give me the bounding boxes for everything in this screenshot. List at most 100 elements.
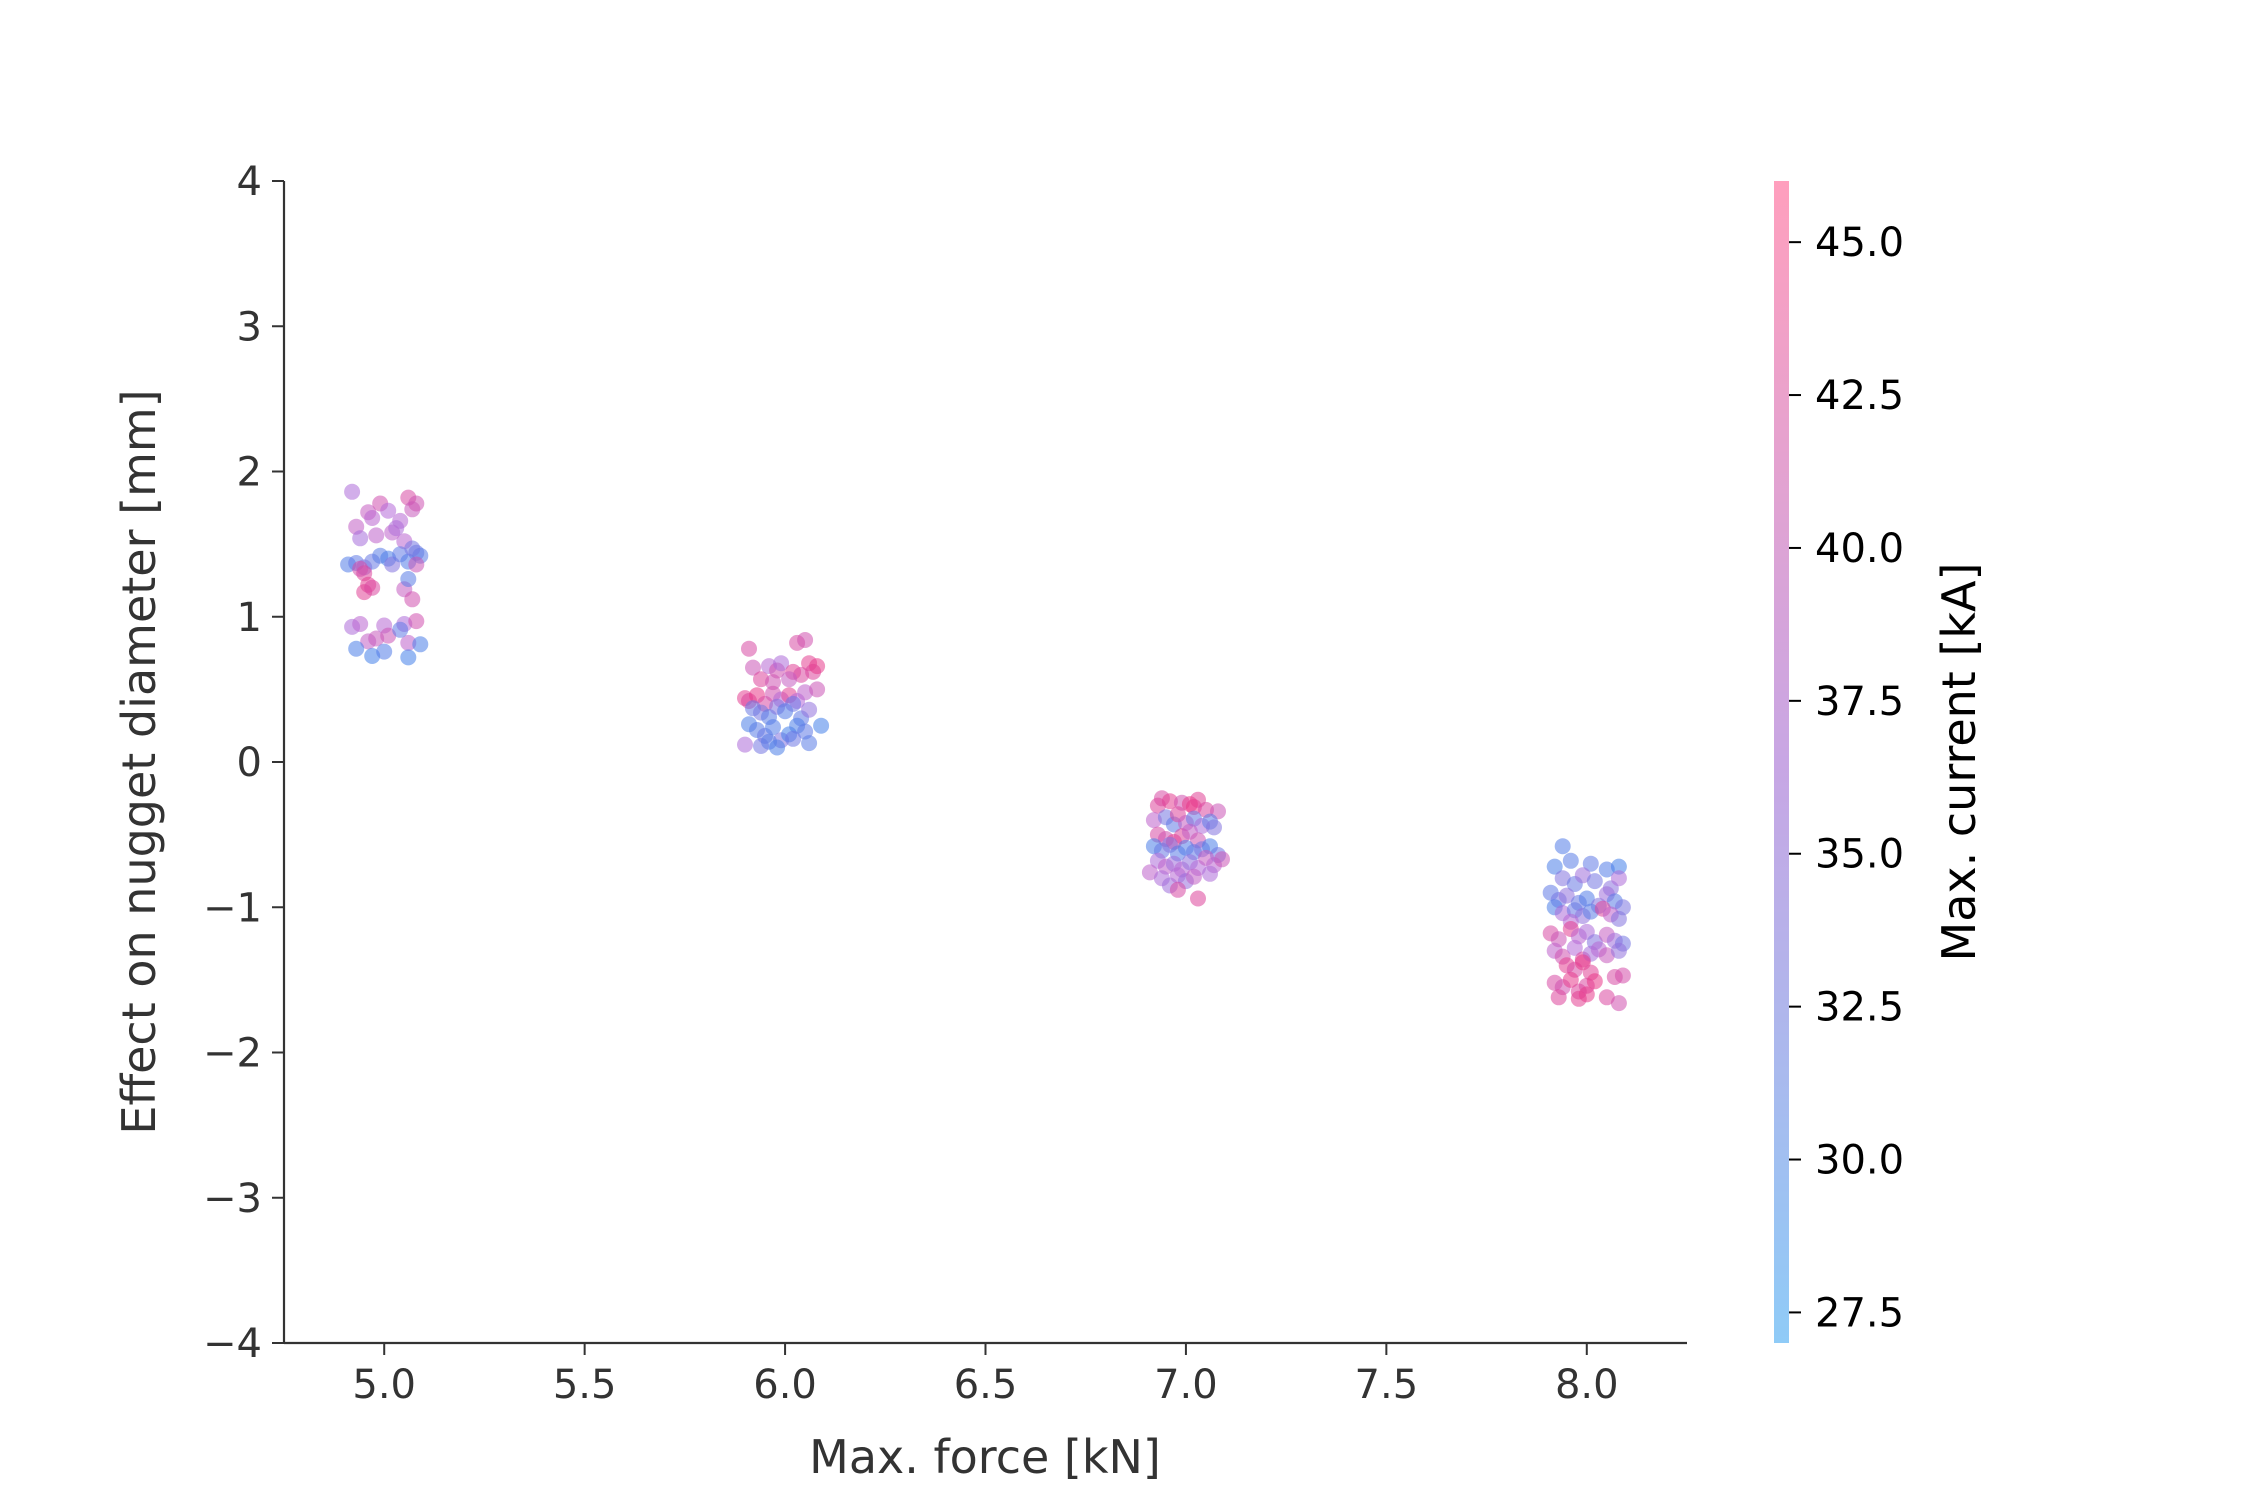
scatter-point [352,616,369,632]
x-tick-label: 6.0 [753,1362,817,1408]
scatter-point [404,540,421,557]
y-tick-label: −4 [203,1321,262,1367]
scatter-point [348,640,365,657]
scatter-point [1145,812,1162,829]
scatter-point [1586,973,1603,990]
scatter-point [801,701,818,718]
scatter-point [1550,989,1567,1006]
scatter-point [737,736,753,753]
scatter-point [364,648,381,664]
scatter-point [765,674,781,691]
y-axis-ticks: −4 −3 −2 −1 0 1 2 3 4 [203,159,284,1367]
y-tick-label: 2 [237,450,262,496]
scatter-points [340,483,1631,1012]
scatter-point [376,643,393,660]
scatter-point [1141,864,1158,881]
scatter-point [781,671,798,688]
scatter-point [1546,858,1563,875]
x-tick-label: 8.0 [1555,1362,1619,1408]
scatter-point [364,579,381,596]
scatter-point [793,666,810,683]
scatter-point [364,510,381,526]
scatter-point [769,739,786,756]
scatter-point [412,636,429,653]
colorbar-ticks: 27.5 30.0 32.5 35.0 37.5 40.0 42.5 45.0 [1789,220,1904,1336]
scatter-point [809,681,826,698]
colorbar [1774,181,1789,1343]
colorbar-tick-label: 27.5 [1815,1290,1904,1336]
x-tick-label: 7.5 [1355,1362,1419,1408]
scatter-point [1566,939,1583,956]
scatter-point [1149,797,1166,814]
scatter-point [408,613,425,630]
y-tick-label: −2 [203,1031,262,1077]
scatter-point [380,627,397,644]
scatter-point [1610,995,1627,1012]
scatter-point [388,520,405,537]
scatter-point [1190,890,1206,907]
scatter-point [404,591,421,608]
x-axis-ticks: 5.0 5.5 6.0 6.5 7.0 7.5 8.0 [352,1343,1619,1408]
scatter-point [765,719,781,736]
scatter-point [797,632,814,648]
scatter-point [1598,861,1615,878]
y-tick-label: −1 [203,885,262,931]
scatter-point [1574,867,1591,884]
scatter-point [1598,947,1615,964]
scatter-point [1554,838,1571,855]
x-tick-label: 6.5 [954,1362,1018,1408]
colorbar-tick-label: 37.5 [1815,679,1904,725]
scatter-point [773,655,790,672]
y-tick-label: 3 [237,304,262,350]
colorbar-tick-label: 30.0 [1815,1138,1904,1184]
scatter-point [1161,793,1178,810]
scatter-point [1578,890,1595,907]
x-tick-label: 5.5 [553,1362,617,1408]
scatter-point [368,630,385,647]
scatter-point [1610,910,1627,927]
scatter-point [344,483,361,500]
x-tick-label: 7.0 [1154,1362,1218,1408]
scatter-point [380,502,397,519]
scatter-point [797,684,814,701]
scatter-point [352,530,369,547]
colorbar-tick-label: 35.0 [1815,832,1904,878]
scatter-point [745,659,761,676]
scatter-point [785,695,802,712]
scatter-point [741,640,757,657]
scatter-point [1562,971,1579,988]
scatter-point [400,571,417,587]
y-tick-label: 0 [237,740,262,786]
scatter-point [408,556,425,573]
x-axis-label: Max. force [kN] [809,1430,1161,1484]
scatter-point [1582,903,1599,920]
scatter-point [352,560,369,577]
scatter-point [1610,870,1627,887]
scatter-point [400,634,417,651]
scatter-point [1582,855,1599,872]
scatter-point [1614,967,1631,984]
scatter-point [753,671,769,688]
scatter-point [1185,868,1202,885]
scatter-point [392,621,409,638]
scatter-point [785,730,802,747]
y-tick-label: 1 [237,595,262,641]
colorbar-label: Max. current [kA] [1932,563,1986,962]
scatter-point [1554,870,1571,887]
scatter-point [1578,986,1595,1003]
colorbar-tick-label: 42.5 [1815,373,1904,419]
colorbar-tick-label: 32.5 [1815,985,1904,1031]
scatter-point [809,658,826,675]
scatter-point [1202,865,1218,882]
scatter-point [1610,858,1627,875]
scatter-point [1562,852,1579,869]
scatter-point [801,735,818,752]
colorbar-tick-label: 45.0 [1815,220,1904,266]
scatter-point [1206,819,1222,836]
y-tick-label: −3 [203,1176,262,1222]
scatter-point [1558,887,1575,904]
scatter-point [1181,796,1198,813]
scatter-point [408,495,425,512]
scatter-point [1610,942,1627,959]
